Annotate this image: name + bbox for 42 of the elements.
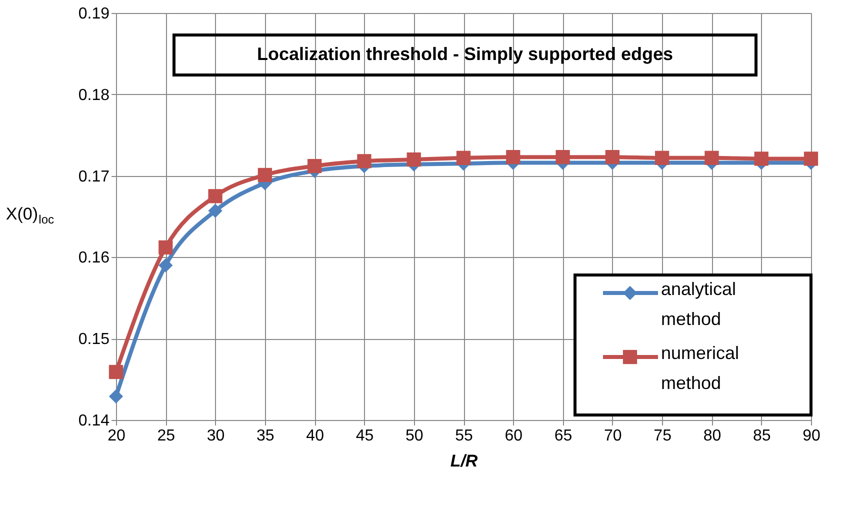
point <box>108 364 124 380</box>
x-tick-label: 30 <box>206 428 225 444</box>
y-tick-label: 0.14 <box>78 412 110 430</box>
y-tick-label: 0.15 <box>78 331 110 348</box>
point <box>158 258 173 272</box>
y-tick-label: 0.17 <box>78 168 110 186</box>
point <box>158 240 173 255</box>
annotation: Localization threshold - Simply supported edges <box>256 44 674 64</box>
x-tick-label: 55 <box>455 428 473 444</box>
x-tick-label: 35 <box>256 428 274 444</box>
x-tick-label: 20 <box>108 428 126 444</box>
x-tick-label: 80 <box>703 428 722 444</box>
point <box>208 204 222 218</box>
point <box>108 389 124 404</box>
point <box>655 150 670 165</box>
point <box>357 154 372 168</box>
point <box>308 158 322 174</box>
y-tick-label: 0.19 <box>78 6 110 22</box>
y-tick-label: 0.16 <box>78 250 110 267</box>
point <box>804 152 818 166</box>
x-tick-label: 40 <box>306 428 324 444</box>
point <box>605 150 620 164</box>
x-tick-label: 85 <box>752 428 771 444</box>
x-axis-title: L/R <box>450 452 478 470</box>
point <box>704 150 719 165</box>
x-tick-label: 45 <box>356 428 374 444</box>
point <box>754 152 768 166</box>
legend-label: numerical method <box>661 343 740 393</box>
point <box>506 150 520 164</box>
point <box>556 150 570 164</box>
y-tick-label: 0.18 <box>78 86 110 104</box>
x-tick-label: 90 <box>802 428 820 444</box>
x-tick-label: 70 <box>604 428 622 444</box>
x-tick-label: 65 <box>554 428 572 444</box>
point <box>258 168 272 182</box>
x-tick-label: 50 <box>405 428 424 444</box>
point <box>456 150 471 165</box>
x-tick-label: 25 <box>157 428 176 444</box>
x-tick-label: 60 <box>504 428 523 444</box>
point <box>406 152 421 167</box>
point <box>208 189 222 204</box>
x-tick-label: 75 <box>654 428 672 444</box>
